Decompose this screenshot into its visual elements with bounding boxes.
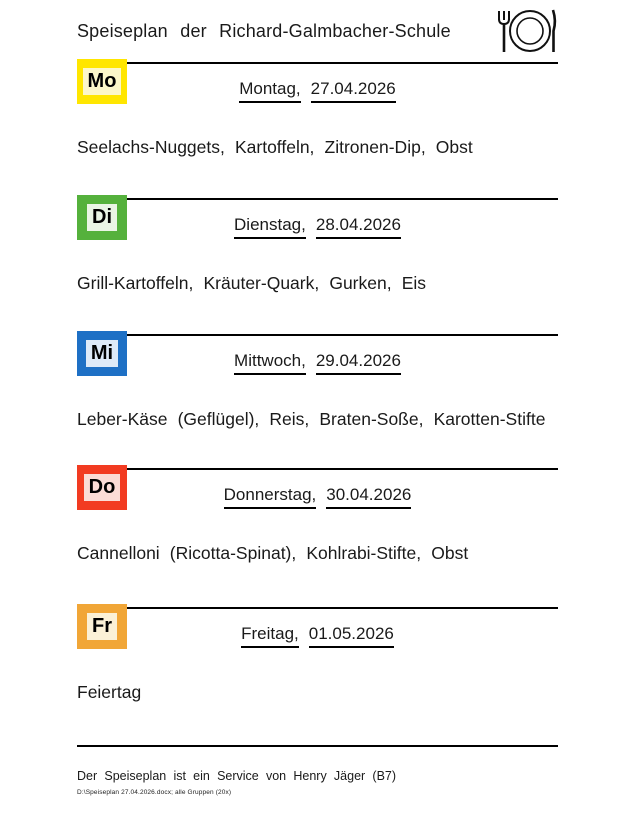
day-header-friday: Freitag, 01.05.2026 — [77, 623, 558, 648]
plate-cutlery-icon — [492, 7, 558, 55]
day-section-monday: Mo Montag, 27.04.2026 Seelachs-Nuggets, K… — [77, 59, 558, 198]
file-path-note: D:\Speiseplan 27.04.2026.docx; alle Grup… — [77, 789, 232, 796]
meal-thursday: Cannelloni (Ricotta-Spinat), Kohlrabi-St… — [77, 543, 469, 563]
day-date: 01.05.2026 — [308, 624, 394, 648]
day-name: Mittwoch, — [234, 351, 306, 375]
day-badge-fr-label: Fr — [87, 613, 117, 640]
day-badge-di-label: Di — [87, 204, 117, 231]
day-section-friday: Fr Freitag, 01.05.2026 Feiertag — [77, 604, 558, 745]
day-badge-mo-label: Mo — [82, 68, 122, 95]
service-note: Der Speiseplan ist ein Service von Henry… — [77, 769, 397, 783]
day-date: 27.04.2026 — [310, 79, 396, 103]
day-badge-di: Di — [77, 195, 127, 240]
meal-monday: Seelachs-Nuggets, Kartoffeln, Zitronen-D… — [77, 137, 473, 157]
day-date: 29.04.2026 — [315, 351, 401, 375]
page-footer: Der Speiseplan ist ein Service von Henry… — [77, 745, 558, 796]
day-name: Dienstag, — [234, 215, 306, 239]
day-header-thursday: Donnerstag, 30.04.2026 — [77, 484, 558, 509]
day-header-tuesday: Dienstag, 28.04.2026 — [77, 214, 558, 239]
meal-wednesday: Leber-Käse (Geflügel), Reis, Braten-Soße… — [77, 409, 546, 429]
page-title: Speiseplan der Richard-Galmbacher-Schule — [77, 20, 451, 41]
meal-tuesday: Grill-Kartoffeln, Kräuter-Quark, Gurken,… — [77, 273, 427, 293]
page-header: Speiseplan der Richard-Galmbacher-Schule — [77, 0, 558, 62]
day-section-thursday: Do Donnerstag, 30.04.2026 Cannelloni (Ric… — [77, 465, 558, 607]
day-badge-do-label: Do — [83, 474, 121, 501]
day-badge-mi-label: Mi — [85, 340, 119, 367]
meal-friday: Feiertag — [77, 682, 142, 702]
day-section-wednesday: Mi Mittwoch, 29.04.2026 Leber-Käse (Geflü… — [77, 331, 558, 468]
day-section-tuesday: Di Dienstag, 28.04.2026 Grill-Kartoffeln,… — [77, 195, 558, 334]
day-header-monday: Montag, 27.04.2026 — [77, 78, 558, 103]
day-badge-mo: Mo — [77, 59, 127, 104]
day-badge-do: Do — [77, 465, 127, 510]
day-date: 28.04.2026 — [315, 215, 401, 239]
day-date: 30.04.2026 — [326, 485, 412, 509]
day-badge-fr: Fr — [77, 604, 127, 649]
day-name: Montag, — [239, 79, 301, 103]
day-header-wednesday: Mittwoch, 29.04.2026 — [77, 350, 558, 375]
day-badge-mi: Mi — [77, 331, 127, 376]
day-name: Donnerstag, — [223, 485, 317, 509]
day-name: Freitag, — [241, 624, 299, 648]
